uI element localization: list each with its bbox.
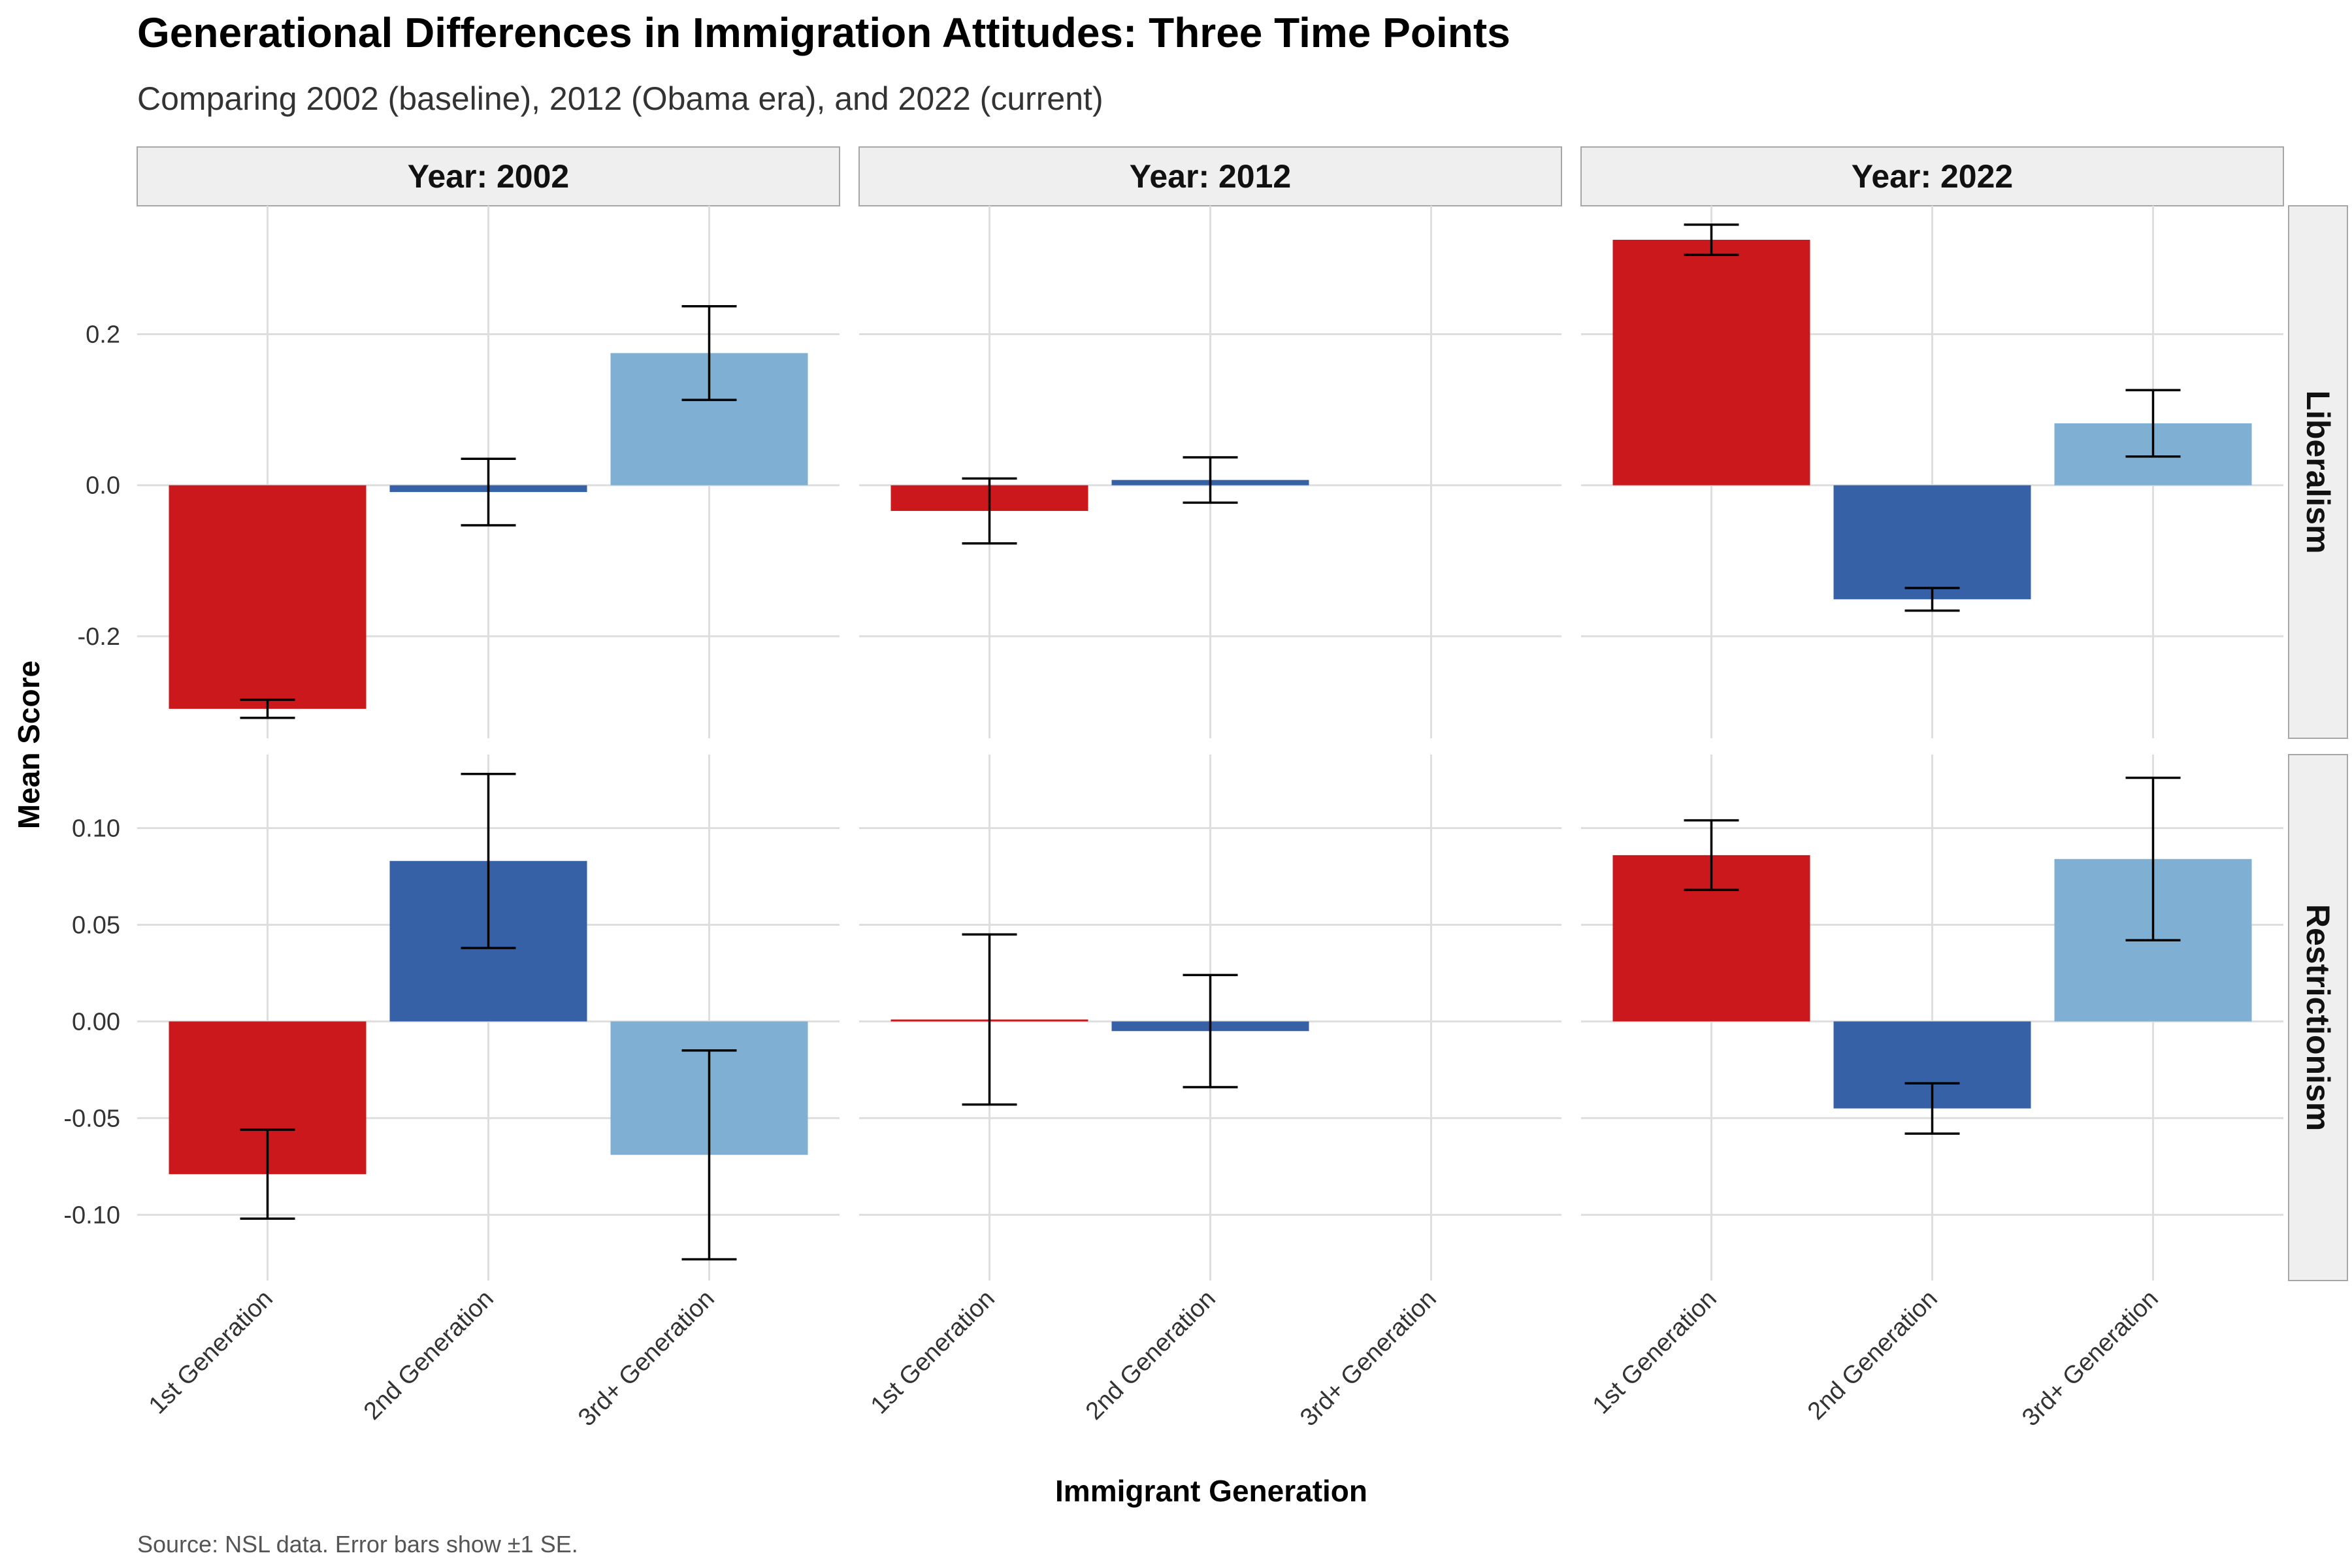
facet-strip-label: Restrictionism bbox=[2300, 904, 2336, 1131]
facet-panel bbox=[859, 206, 1561, 738]
y-tick-label: -0.2 bbox=[78, 623, 120, 651]
y-tick-label: -0.05 bbox=[63, 1105, 120, 1132]
x-tick-label: 3rd+ Generation bbox=[573, 1285, 720, 1432]
bar bbox=[169, 485, 367, 709]
facet-strip-label: Liberalism bbox=[2300, 390, 2336, 553]
facet-panel: 1st Generation 2nd Generation 3rd+ Generat… bbox=[1581, 755, 2283, 1431]
x-tick-label: 3rd+ Generation bbox=[1295, 1285, 1442, 1432]
y-tick-label: 0.10 bbox=[72, 815, 120, 842]
x-axis-title: Immigrant Generation bbox=[1055, 1474, 1367, 1508]
x-tick-label: 1st Generation bbox=[1588, 1285, 1722, 1420]
facet-strip-label: Year: 2002 bbox=[408, 158, 569, 195]
chart-subtitle: Comparing 2002 (baseline), 2012 (Obama e… bbox=[137, 80, 1103, 117]
facet-panel: 1st Generation 2nd Generation 3rd+ Generat… bbox=[859, 755, 1561, 1431]
y-axis-title: Mean Score bbox=[12, 661, 46, 829]
y-tick-label: 0.05 bbox=[72, 911, 120, 939]
x-tick-label: 1st Generation bbox=[144, 1285, 278, 1420]
facet-strip-column bbox=[1580, 146, 2284, 206]
x-tick-label: 2nd Generation bbox=[1803, 1285, 1943, 1426]
facet-strip-column bbox=[858, 146, 1562, 206]
facet-strip-label: Year: 2022 bbox=[1852, 158, 2013, 195]
facet-grid: Year: 2002 Year: 2012 Year: 2022 Liberalism… bbox=[63, 146, 2348, 1431]
y-tick-label: 0.00 bbox=[72, 1008, 120, 1036]
y-tick-label: -0.10 bbox=[63, 1201, 120, 1229]
bar bbox=[1612, 240, 1810, 485]
source-caption: Source: NSL data. Error bars show ±1 SE. bbox=[137, 1531, 578, 1558]
x-tick-label: 2nd Generation bbox=[359, 1285, 499, 1426]
x-tick-label: 2nd Generation bbox=[1081, 1285, 1221, 1426]
facet-panel: -0.10 -0.05 0.00 0.05 0.10 1st Generation 2nd … bbox=[63, 755, 840, 1431]
x-tick-label: 1st Generation bbox=[866, 1285, 1000, 1420]
facet-strip-row bbox=[2288, 205, 2348, 739]
facet-strip-column bbox=[137, 146, 840, 206]
bar bbox=[1833, 485, 2031, 600]
facet-panel bbox=[1581, 206, 2283, 738]
facet-panel: -0.2 0.0 0.2 bbox=[78, 206, 840, 738]
facet-strip-label: Year: 2012 bbox=[1130, 158, 1291, 195]
chart-title: Generational Differences in Immigration … bbox=[137, 9, 1511, 56]
y-tick-label: 0.2 bbox=[86, 321, 120, 349]
y-tick-label: 0.0 bbox=[86, 472, 120, 500]
x-tick-label: 3rd+ Generation bbox=[2017, 1285, 2164, 1432]
facet-strip-row bbox=[2288, 754, 2348, 1281]
